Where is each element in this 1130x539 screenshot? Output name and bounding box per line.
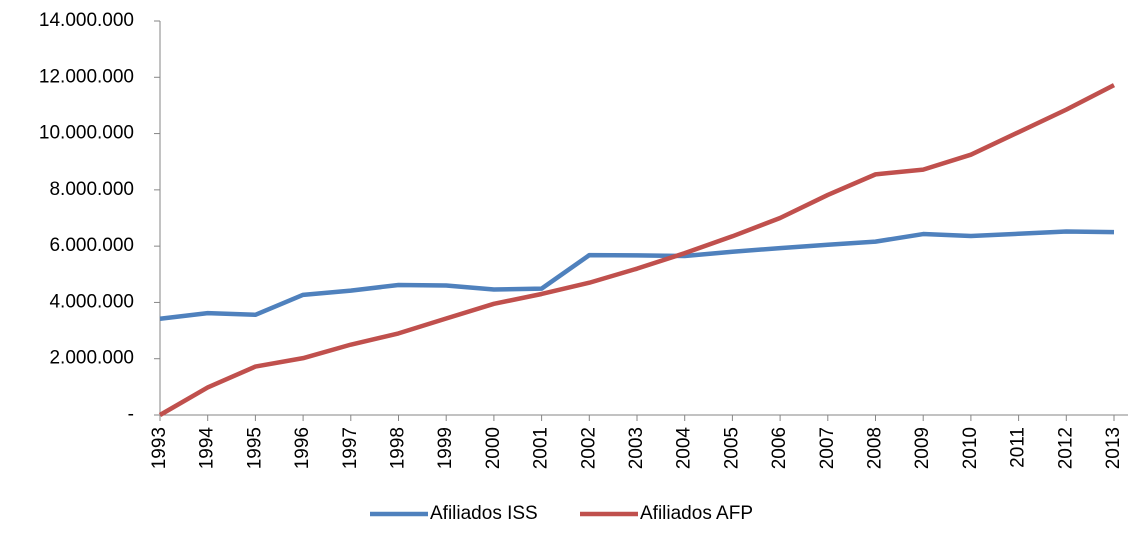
x-tick-label: 1993 bbox=[149, 427, 170, 469]
y-tick-label: 10.000.000 bbox=[39, 123, 134, 144]
x-tick-label: 2009 bbox=[912, 427, 933, 469]
x-tick-label: 2012 bbox=[1055, 427, 1076, 469]
x-tick-label: 2004 bbox=[674, 427, 695, 470]
series-line bbox=[159, 229, 1115, 321]
x-tick-label: 2000 bbox=[483, 427, 504, 469]
y-tick-label: - bbox=[128, 404, 134, 425]
x-tick-label: 1994 bbox=[197, 427, 218, 470]
x-tick-label: 2003 bbox=[626, 427, 647, 469]
x-tick-label: 1999 bbox=[435, 427, 456, 469]
x-tick-label: 1995 bbox=[244, 427, 265, 469]
y-tick-label: 14.000.000 bbox=[39, 10, 134, 31]
x-tick-label: 1997 bbox=[340, 427, 361, 469]
x-tick-label: 1996 bbox=[292, 427, 313, 469]
y-tick-label: 2.000.000 bbox=[49, 348, 134, 369]
x-tick-label: 2013 bbox=[1103, 427, 1124, 469]
y-tick-label: 4.000.000 bbox=[49, 291, 134, 312]
x-tick-label: 2011 bbox=[1008, 427, 1029, 468]
y-tick-label: 6.000.000 bbox=[49, 235, 134, 256]
x-tick-label: 2001 bbox=[531, 427, 552, 469]
x-tick-label: 2008 bbox=[865, 427, 886, 469]
x-tick-label: 2006 bbox=[769, 427, 790, 469]
x-tick-label: 2010 bbox=[960, 427, 981, 469]
y-tick-label: 8.000.000 bbox=[49, 179, 134, 200]
legend-label: Afiliados AFP bbox=[640, 503, 753, 524]
series-line bbox=[158, 83, 1116, 417]
legend-label: Afiliados ISS bbox=[430, 503, 538, 524]
x-tick-label: 2007 bbox=[817, 427, 838, 469]
x-tick-label: 2005 bbox=[721, 427, 742, 469]
x-tick-label: 2002 bbox=[578, 427, 599, 469]
y-tick-label: 12.000.000 bbox=[39, 66, 134, 87]
x-tick-label: 1998 bbox=[388, 427, 409, 469]
